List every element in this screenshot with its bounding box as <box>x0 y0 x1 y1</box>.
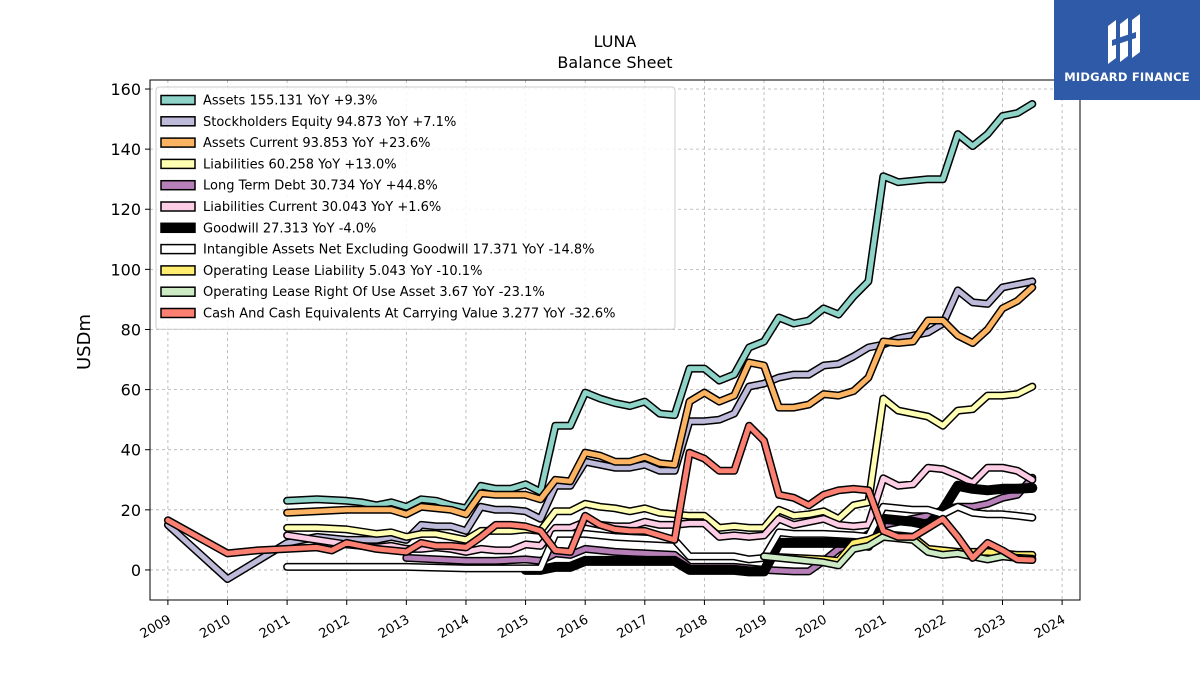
legend-label-1: Stockholders Equity 94.873 YoY +7.1% <box>203 115 456 130</box>
y-tick-label: 0 <box>131 561 141 580</box>
series-lines <box>163 100 1038 583</box>
legend-swatch-1 <box>160 116 196 127</box>
legend-swatch-6 <box>160 222 196 234</box>
x-tick-label: 2022 <box>913 612 949 642</box>
x-tick-label: 2013 <box>376 612 412 642</box>
legend-swatch-0 <box>160 94 196 106</box>
x-tick-label: 2016 <box>555 612 591 642</box>
legend-label-3: Liabilities 60.258 YoY +13.0% <box>203 157 397 172</box>
y-tick-label: 160 <box>110 80 141 99</box>
legend-swatch-10 <box>160 307 196 319</box>
y-tick-label: 60 <box>121 381 141 400</box>
legend-label-0: Assets 155.131 YoY +9.3% <box>203 94 378 109</box>
x-tick-label: 2009 <box>138 612 174 642</box>
logo-text: MIDGARD FINANCE <box>1064 70 1190 84</box>
midgard-logo-icon <box>1108 14 1140 64</box>
legend-swatch-4 <box>160 179 196 191</box>
y-tick-label: 40 <box>121 441 141 460</box>
y-tick-label: 80 <box>121 320 141 339</box>
legend: Assets 155.131 YoY +9.3% Stockholders Equ… <box>155 86 676 330</box>
brand-logo: MIDGARD FINANCE <box>1054 0 1200 100</box>
x-tick-label: 2024 <box>1032 612 1068 642</box>
legend-swatch-5 <box>160 201 196 212</box>
legend-label-8: Operating Lease Liability 5.043 YoY -10.… <box>203 264 482 279</box>
legend-swatch-3 <box>160 158 196 170</box>
legend-label-9: Operating Lease Right Of Use Asset 3.67 … <box>203 285 545 300</box>
x-tick-label: 2023 <box>972 612 1008 642</box>
x-tick-label: 2021 <box>853 612 889 642</box>
x-tick-label: 2020 <box>793 612 829 642</box>
x-tick-label: 2014 <box>436 612 472 642</box>
series-line-2 <box>284 284 1035 517</box>
y-tick-label: 20 <box>121 501 141 520</box>
x-tick-label: 2015 <box>495 612 531 642</box>
series-line-10 <box>165 423 1035 563</box>
legend-label-2: Assets Current 93.853 YoY +23.6% <box>203 136 430 151</box>
x-tick-label: 2017 <box>615 612 651 642</box>
legend-label-5: Liabilities Current 30.043 YoY +1.6% <box>203 200 441 215</box>
chart-title: LUNA <box>593 32 637 51</box>
legend-swatch-8 <box>160 265 196 276</box>
x-tick-label: 2018 <box>674 612 710 642</box>
y-tick-label: 100 <box>110 260 141 279</box>
legend-label-6: Goodwill 27.313 YoY -4.0% <box>203 221 376 236</box>
chart-subtitle: Balance Sheet <box>557 53 673 72</box>
y-axis-label: USDm <box>74 314 95 370</box>
y-tick-label: 120 <box>110 200 141 219</box>
legend-label-4: Long Term Debt 30.734 YoY +44.8% <box>203 179 438 194</box>
legend-swatch-2 <box>160 137 196 148</box>
series-line-6 <box>522 482 1036 575</box>
legend-label-10: Cash And Cash Equivalents At Carrying Va… <box>203 307 615 322</box>
legend-label-7: Intangible Assets Net Excluding Goodwill… <box>203 243 594 258</box>
series-line-0 <box>284 101 1035 511</box>
legend-box <box>155 86 676 330</box>
legend-swatch-9 <box>160 286 196 297</box>
x-tick-label: 2010 <box>197 612 233 642</box>
x-tick-label: 2012 <box>317 612 353 642</box>
x-tick-label: 2011 <box>257 612 293 642</box>
legend-swatch-7 <box>160 243 196 255</box>
series-line-9 <box>761 534 1035 568</box>
plot-area-frame <box>149 79 1081 601</box>
x-tick-label: 2019 <box>734 612 770 642</box>
y-tick-label: 140 <box>110 140 141 159</box>
